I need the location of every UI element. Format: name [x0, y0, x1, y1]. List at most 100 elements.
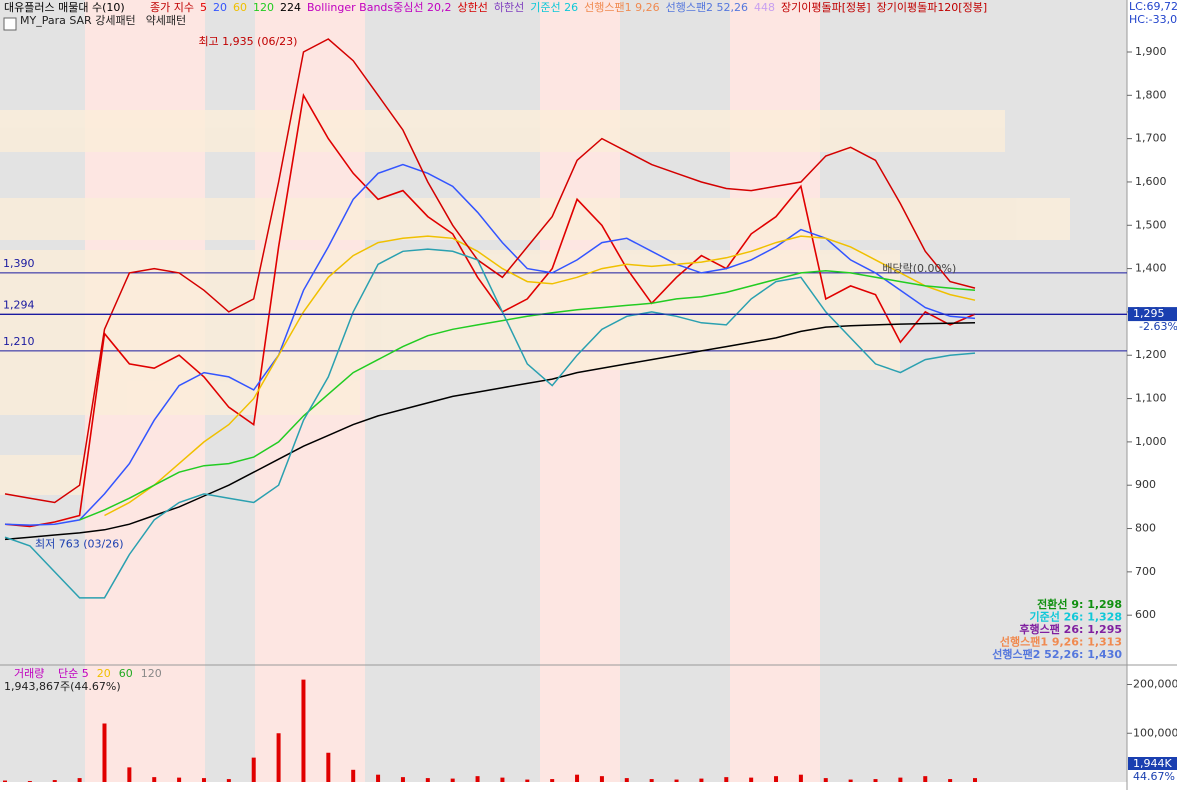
indicator-value: 후행스팬 26: 1,295	[1019, 622, 1122, 636]
indicator-value: 전환선 9: 1,298	[1037, 597, 1122, 611]
chart-title: 대유플러스 매물대 수(10)	[4, 1, 125, 14]
zone	[0, 455, 85, 495]
volume-bar	[226, 779, 231, 782]
menu-icon[interactable]	[3, 17, 17, 31]
y-tick-label: 1,900	[1135, 45, 1167, 58]
legend-entry: Bollinger Bands중심선 20,2	[307, 1, 452, 14]
volume-bar	[326, 752, 331, 782]
volume-bar	[774, 776, 779, 782]
level-label: 1,210	[3, 335, 35, 348]
legend-entry: 224	[280, 1, 301, 14]
series-line	[4, 38, 976, 504]
volume-bar	[152, 777, 157, 782]
volume-bar	[798, 774, 803, 782]
volume-legend: 20	[97, 667, 111, 680]
y-tick-label: 1,200	[1135, 348, 1167, 361]
legend-entry: 선행스팬2 52,26	[666, 1, 748, 14]
volume-bar	[898, 777, 903, 782]
volume-legend: 120	[141, 667, 162, 680]
current-label: 1,295	[1133, 307, 1165, 320]
volume-current: 44.67%	[1133, 770, 1175, 783]
volume-bar	[102, 723, 107, 782]
volume-current: 1,944K	[1133, 757, 1172, 770]
volume-bar	[649, 779, 654, 782]
volume-bar	[948, 779, 953, 782]
corner-label: HC:-33,0	[1129, 13, 1177, 26]
annotation: 최저 763 (03/26)	[35, 538, 124, 551]
y-tick-label: 1,600	[1135, 175, 1167, 188]
zone	[0, 370, 360, 415]
annotation: 배당락(0.00%)	[882, 262, 956, 275]
legend-entry: 448	[754, 1, 775, 14]
volume-bar	[973, 778, 977, 782]
volume-bar	[77, 778, 82, 782]
y-tick-label: 1,100	[1135, 392, 1167, 405]
volume-bar	[425, 778, 430, 782]
indicator-value: 선행스팬2 52,26: 1,430	[992, 647, 1122, 661]
series-line	[4, 92, 976, 528]
legend-entry: 선행스팬1 9,26	[584, 1, 659, 14]
pattern-label: 약세패턴	[146, 13, 186, 27]
zone	[0, 250, 900, 370]
legend-entry: 상한선	[458, 1, 488, 14]
volume-profile-zones	[0, 110, 1070, 495]
volume-bar	[475, 776, 480, 782]
pattern-label: MY_Para SAR 강세패턴	[20, 14, 136, 27]
volume-bar	[351, 769, 356, 782]
volume-bar	[575, 774, 580, 782]
volume-bar	[52, 780, 57, 782]
series-line	[79, 270, 976, 521]
y-tick-label: 100,000	[1133, 726, 1177, 739]
volume-current-box	[1128, 757, 1177, 770]
volume-bar	[3, 780, 7, 782]
volume-bar	[177, 777, 182, 782]
volume-bar	[127, 767, 132, 782]
volume-bar	[674, 779, 679, 782]
level-label: 1,294	[3, 299, 35, 312]
current-change: -2.63%	[1139, 320, 1177, 333]
volume-legend: 단순 5	[58, 667, 89, 680]
legend-entry: 기준선 26	[530, 1, 578, 14]
volume-bar	[500, 777, 505, 782]
y-tick-label: 1,700	[1135, 132, 1167, 145]
legend-entry: 장기이평돌파[정봉]	[781, 1, 871, 14]
y-tick-label: 700	[1135, 565, 1156, 578]
volume-legend: 60	[119, 667, 133, 680]
legend-entry: 장기이평돌파120[정봉]	[877, 1, 988, 14]
legend-entry: 하한선	[494, 0, 524, 14]
y-tick-label: 1,800	[1135, 88, 1167, 101]
volume-subtitle: 1,943,867주(44.67%)	[4, 680, 121, 693]
y-tick-label: 800	[1135, 522, 1156, 535]
level-label: 1,390	[3, 257, 35, 270]
legend-entry: 120	[253, 1, 274, 14]
volume-bar	[823, 778, 828, 782]
zone	[0, 198, 1070, 240]
y-tick-label: 1,500	[1135, 218, 1167, 231]
y-tick-label: 1,000	[1135, 435, 1167, 448]
volume-bar	[276, 733, 281, 782]
volume-bar	[251, 757, 256, 782]
volume-bar	[848, 779, 853, 782]
volume-bar	[624, 778, 629, 782]
series-line	[104, 235, 976, 517]
volume-bar	[301, 679, 306, 782]
volume-bar	[201, 778, 206, 782]
y-tick-label: 900	[1135, 478, 1156, 491]
indicator-value: 선행스팬1 9,26: 1,313	[1000, 635, 1122, 649]
legend-entry: 60	[233, 1, 247, 14]
current-box	[1128, 307, 1177, 322]
corner-label: LC:69,72	[1129, 0, 1177, 13]
legend-entry: 종가 지수	[150, 1, 194, 14]
volume-title: 거래량	[14, 667, 44, 680]
volume-bar	[599, 776, 604, 782]
volume-bar	[699, 778, 704, 782]
volume-bar	[525, 779, 530, 782]
volume-bar	[400, 777, 405, 782]
volume-bar	[450, 778, 455, 782]
series-line	[4, 248, 976, 599]
volume-bar	[923, 776, 928, 782]
y-tick-label: 600	[1135, 608, 1156, 621]
indicator-value: 기준선 26: 1,328	[1029, 610, 1122, 624]
